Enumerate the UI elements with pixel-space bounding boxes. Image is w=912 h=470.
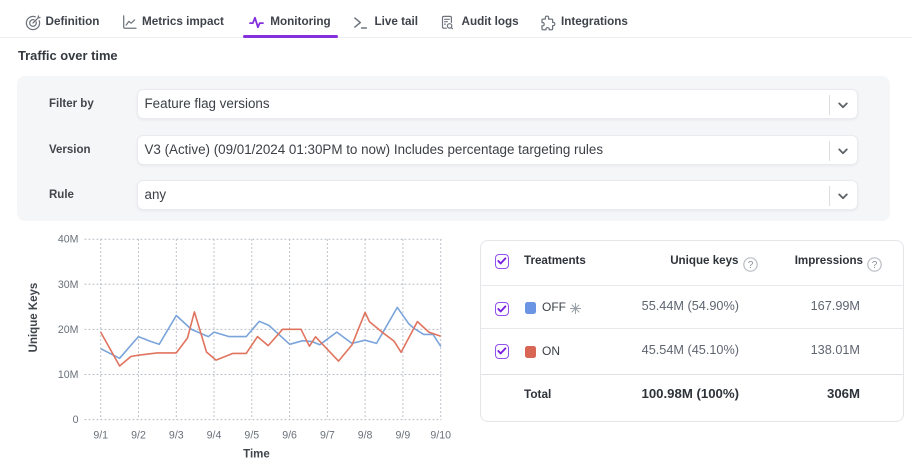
svg-text:9/1: 9/1 [93, 430, 108, 442]
svg-text:20M: 20M [58, 324, 79, 336]
svg-text:0: 0 [73, 414, 79, 426]
svg-text:9/6: 9/6 [282, 430, 297, 442]
svg-text:?: ? [871, 260, 877, 271]
svg-text:9/8: 9/8 [358, 430, 373, 442]
svg-text:9/2: 9/2 [131, 430, 146, 442]
svg-text:40M: 40M [58, 234, 79, 246]
svg-text:Time: Time [243, 449, 270, 461]
svg-text:9/3: 9/3 [169, 430, 184, 442]
svg-text:30M: 30M [58, 279, 79, 291]
svg-text:9/5: 9/5 [244, 430, 259, 442]
svg-text:9/4: 9/4 [207, 430, 222, 442]
svg-text:9/10: 9/10 [430, 430, 451, 442]
svg-text:?: ? [747, 260, 753, 271]
svg-text:9/9: 9/9 [396, 430, 411, 442]
svg-text:10M: 10M [58, 369, 79, 381]
svg-text:Unique Keys: Unique Keys [28, 283, 40, 353]
svg-text:9/7: 9/7 [320, 430, 335, 442]
